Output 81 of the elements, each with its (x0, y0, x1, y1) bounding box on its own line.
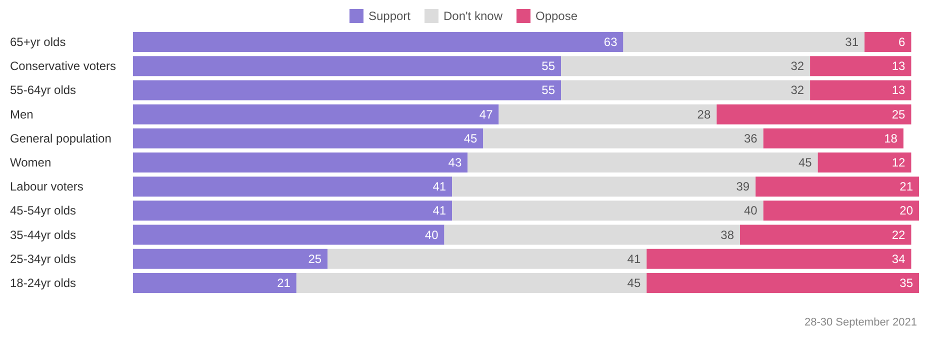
bar (133, 272, 296, 293)
bar (133, 104, 499, 124)
bar (133, 80, 562, 100)
data-label: 25 (308, 252, 322, 266)
bar (133, 248, 328, 269)
bar (328, 248, 647, 269)
y-tick-label: 25-34yr olds (10, 252, 76, 266)
data-label: 32 (790, 83, 804, 98)
data-label: 25 (892, 107, 906, 122)
bar (810, 56, 912, 76)
y-tick-label: 45-54yr olds (10, 204, 76, 218)
bar (133, 176, 452, 197)
bar (133, 128, 484, 148)
data-label: 34 (892, 252, 906, 266)
bar (133, 200, 452, 221)
data-label: 20 (900, 204, 914, 218)
data-label: 39 (736, 180, 750, 194)
data-label: 28 (697, 107, 711, 122)
y-tick-label: 65+yr olds (10, 35, 66, 50)
bar (763, 200, 919, 221)
y-tick-label: 18-24yr olds (10, 276, 76, 290)
bar (296, 272, 647, 293)
data-label: 41 (432, 204, 446, 218)
bar (133, 224, 444, 245)
data-label: 21 (277, 276, 291, 290)
data-label: 32 (790, 59, 804, 74)
y-tick-label: 35-44yr olds (10, 228, 76, 242)
bar (468, 152, 818, 172)
data-label: 40 (744, 204, 758, 218)
bar (483, 128, 764, 148)
bar (716, 104, 912, 124)
bar (763, 128, 904, 148)
bar (864, 32, 912, 52)
bar (646, 272, 919, 293)
data-label: 6 (898, 35, 906, 50)
data-label: 21 (900, 180, 914, 194)
data-label: 55 (542, 59, 556, 74)
data-label: 40 (424, 228, 439, 242)
data-label: 31 (845, 35, 859, 50)
bar (756, 176, 919, 197)
data-label: 43 (448, 156, 462, 170)
bar (452, 200, 764, 221)
bar (444, 224, 740, 245)
y-tick-label: Conservative voters (10, 59, 116, 74)
data-label: 18 (884, 131, 898, 146)
data-label: 41 (627, 252, 641, 266)
data-label: 47 (479, 107, 494, 122)
data-label: 13 (892, 59, 906, 74)
bar (133, 56, 562, 76)
data-label: 13 (892, 83, 906, 98)
y-tick-label: Men (10, 107, 34, 122)
y-tick-label: Women (10, 156, 52, 170)
data-label: 41 (432, 180, 446, 194)
bar (740, 224, 912, 245)
data-label: 45 (464, 131, 478, 146)
data-label: 35 (900, 276, 914, 290)
data-label: 45 (798, 156, 812, 170)
bar (452, 176, 756, 197)
bar (818, 152, 912, 172)
data-label: 55 (542, 83, 556, 98)
bar (498, 104, 717, 124)
data-label: 22 (892, 228, 906, 242)
bar (561, 80, 810, 100)
y-tick-label: 55-64yr olds (10, 83, 76, 98)
y-tick-label: Labour voters (10, 180, 84, 194)
bar (561, 56, 810, 76)
bar (623, 32, 865, 52)
bar (133, 32, 624, 52)
data-label: 45 (627, 276, 641, 290)
bar (133, 152, 468, 172)
bar (810, 80, 912, 100)
y-tick-label: General population (10, 131, 112, 146)
data-label: 36 (744, 131, 758, 146)
legend-label: Oppose (535, 9, 578, 23)
data-label: 63 (604, 35, 618, 50)
bar (646, 248, 912, 269)
data-label: 38 (720, 228, 734, 242)
text: 28-30 September 2021 (804, 316, 918, 328)
legend-label: Don't know (444, 9, 503, 23)
data-label: 12 (892, 156, 906, 170)
legend-label: Support (368, 9, 412, 23)
